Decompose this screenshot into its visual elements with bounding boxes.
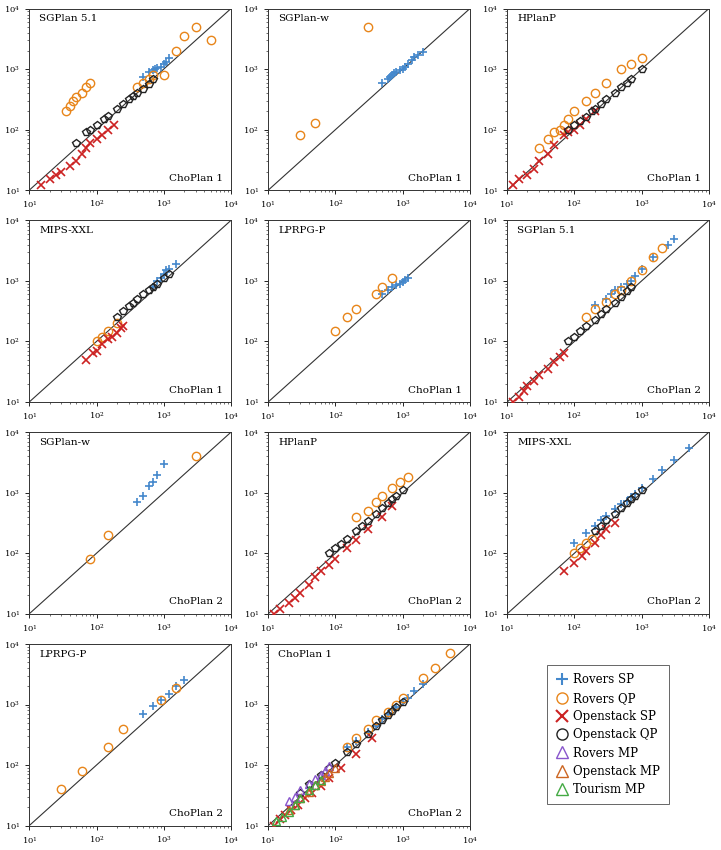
Text: HPlanP: HPlanP (518, 14, 557, 23)
Text: LPRPG-P: LPRPG-P (40, 649, 87, 659)
Text: SGPlan-w: SGPlan-w (40, 438, 90, 447)
Text: ChoPlan 1: ChoPlan 1 (408, 174, 461, 183)
Text: SGPlan 5.1: SGPlan 5.1 (518, 226, 575, 235)
Text: SGPlan-w: SGPlan-w (278, 14, 329, 23)
Text: ChoPlan 1: ChoPlan 1 (169, 386, 223, 394)
Text: ChoPlan 1: ChoPlan 1 (169, 174, 223, 183)
Text: ChoPlan 1: ChoPlan 1 (278, 649, 332, 659)
Text: MIPS-XXL: MIPS-XXL (518, 438, 571, 447)
Text: ChoPlan 2: ChoPlan 2 (647, 598, 701, 606)
Text: LPRPG-P: LPRPG-P (278, 226, 326, 235)
Text: ChoPlan 2: ChoPlan 2 (169, 809, 223, 819)
Text: ChoPlan 2: ChoPlan 2 (408, 598, 461, 606)
Text: ChoPlan 2: ChoPlan 2 (408, 809, 461, 819)
Text: SGPlan 5.1: SGPlan 5.1 (40, 14, 98, 23)
Legend: Rovers SP, Rovers QP, Openstack SP, Openstack QP, Rovers MP, Openstack MP, Touri: Rovers SP, Rovers QP, Openstack SP, Open… (547, 665, 668, 804)
Text: ChoPlan 2: ChoPlan 2 (647, 386, 701, 394)
Text: ChoPlan 1: ChoPlan 1 (408, 386, 461, 394)
Text: ChoPlan 1: ChoPlan 1 (647, 174, 701, 183)
Text: MIPS-XXL: MIPS-XXL (40, 226, 93, 235)
Text: ChoPlan 2: ChoPlan 2 (169, 598, 223, 606)
Text: HPlanP: HPlanP (278, 438, 317, 447)
